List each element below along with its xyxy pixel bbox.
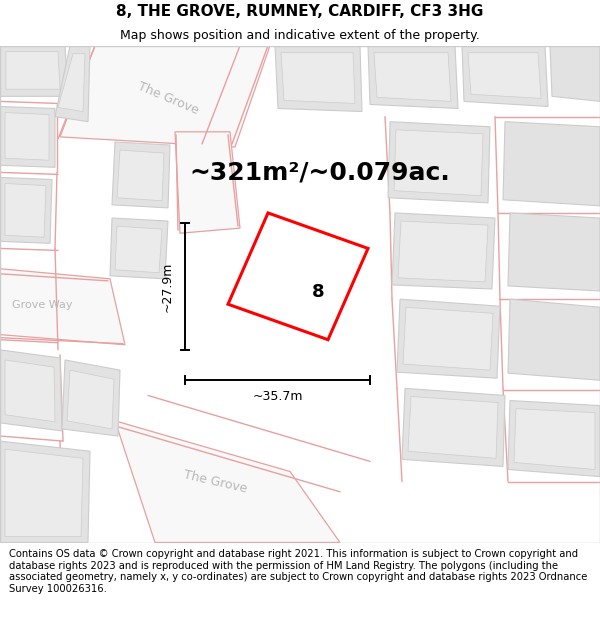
Polygon shape [408,396,498,458]
Polygon shape [374,52,451,101]
Text: The Grove: The Grove [136,80,200,117]
Polygon shape [397,299,500,378]
Polygon shape [62,360,120,436]
Polygon shape [67,370,114,429]
Polygon shape [115,226,162,272]
Polygon shape [508,213,600,291]
Text: ~27.9m: ~27.9m [161,261,173,312]
Polygon shape [60,46,270,147]
Polygon shape [5,360,55,422]
Polygon shape [0,177,52,243]
Polygon shape [368,46,458,109]
Polygon shape [468,52,541,98]
Polygon shape [392,213,495,289]
Polygon shape [6,52,60,89]
Polygon shape [275,46,362,111]
Polygon shape [110,218,168,279]
Polygon shape [115,421,340,542]
Polygon shape [403,308,493,370]
Polygon shape [5,184,46,238]
Polygon shape [462,46,548,106]
Polygon shape [58,54,85,111]
Polygon shape [508,401,600,477]
Polygon shape [514,409,595,469]
Text: Contains OS data © Crown copyright and database right 2021. This information is : Contains OS data © Crown copyright and d… [9,549,587,594]
Polygon shape [281,52,355,103]
Polygon shape [0,106,55,168]
Polygon shape [117,150,164,201]
Polygon shape [402,388,505,466]
Polygon shape [398,221,488,282]
Polygon shape [0,46,68,96]
Polygon shape [0,441,90,542]
Polygon shape [550,46,600,101]
Text: Map shows position and indicative extent of the property.: Map shows position and indicative extent… [120,29,480,42]
Polygon shape [112,142,170,208]
Text: ~35.7m: ~35.7m [252,390,303,403]
Polygon shape [394,130,483,196]
Polygon shape [5,449,83,536]
Text: 8: 8 [311,282,325,301]
Text: The Grove: The Grove [182,468,248,495]
Polygon shape [508,299,600,380]
Polygon shape [175,132,240,233]
Polygon shape [0,350,62,431]
Polygon shape [5,112,49,160]
Text: 8, THE GROVE, RUMNEY, CARDIFF, CF3 3HG: 8, THE GROVE, RUMNEY, CARDIFF, CF3 3HG [116,4,484,19]
Text: ~321m²/~0.079ac.: ~321m²/~0.079ac. [190,161,451,184]
Polygon shape [0,269,125,345]
Polygon shape [503,122,600,206]
Text: Grove Way: Grove Way [12,300,72,310]
Polygon shape [55,46,90,122]
Polygon shape [388,122,490,202]
